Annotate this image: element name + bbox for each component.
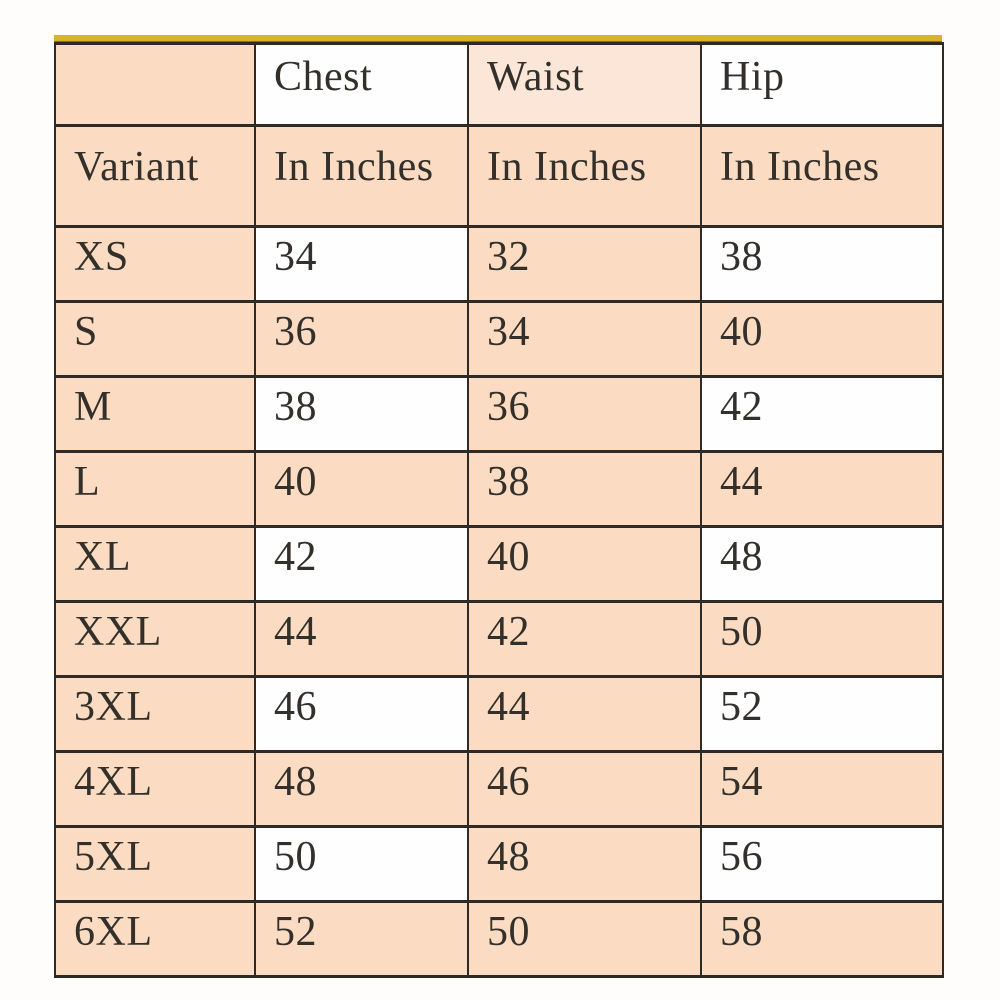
- chest-cell: 52: [254, 900, 469, 978]
- waist-cell: 48: [467, 825, 702, 903]
- table-row-xl: XL 42 40 48: [54, 525, 944, 603]
- size-chart-table: Chest Waist Hip Variant In Inches In Inc…: [54, 42, 944, 978]
- header-cell-blank: [54, 42, 256, 127]
- header-cell-hip-units: In Inches: [700, 124, 944, 228]
- variant-cell: 5XL: [54, 825, 256, 903]
- hip-cell: 52: [700, 675, 944, 753]
- chest-cell: 48: [254, 750, 469, 828]
- header-row-units: Variant In Inches In Inches In Inches: [54, 124, 944, 228]
- hip-cell: 40: [700, 300, 944, 378]
- waist-cell: 32: [467, 225, 702, 303]
- table-row-5xl: 5XL 50 48 56: [54, 825, 944, 903]
- variant-cell: 6XL: [54, 900, 256, 978]
- variant-cell: XL: [54, 525, 256, 603]
- chest-cell: 38: [254, 375, 469, 453]
- hip-cell: 42: [700, 375, 944, 453]
- variant-cell: S: [54, 300, 256, 378]
- table-row-xs: XS 34 32 38: [54, 225, 944, 303]
- header-cell-waist-units: In Inches: [467, 124, 702, 228]
- hip-cell: 44: [700, 450, 944, 528]
- variant-cell: L: [54, 450, 256, 528]
- chest-cell: 42: [254, 525, 469, 603]
- hip-cell: 50: [700, 600, 944, 678]
- variant-cell: 4XL: [54, 750, 256, 828]
- header-cell-hip: Hip: [700, 42, 944, 127]
- waist-cell: 40: [467, 525, 702, 603]
- header-cell-chest: Chest: [254, 42, 469, 127]
- waist-cell: 50: [467, 900, 702, 978]
- waist-cell: 38: [467, 450, 702, 528]
- table-row-xxl: XXL 44 42 50: [54, 600, 944, 678]
- chest-cell: 44: [254, 600, 469, 678]
- header-cell-chest-units: In Inches: [254, 124, 469, 228]
- table-row-4xl: 4XL 48 46 54: [54, 750, 944, 828]
- table-row-3xl: 3XL 46 44 52: [54, 675, 944, 753]
- size-chart-container: Chest Waist Hip Variant In Inches In Inc…: [54, 35, 944, 978]
- chest-cell: 36: [254, 300, 469, 378]
- chest-cell: 40: [254, 450, 469, 528]
- table-row-l: L 40 38 44: [54, 450, 944, 528]
- hip-cell: 48: [700, 525, 944, 603]
- table-row-6xl: 6XL 52 50 58: [54, 900, 944, 978]
- chest-cell: 50: [254, 825, 469, 903]
- waist-cell: 36: [467, 375, 702, 453]
- variant-cell: 3XL: [54, 675, 256, 753]
- header-cell-variant: Variant: [54, 124, 256, 228]
- chest-cell: 34: [254, 225, 469, 303]
- waist-cell: 42: [467, 600, 702, 678]
- waist-cell: 46: [467, 750, 702, 828]
- header-cell-waist: Waist: [467, 42, 702, 127]
- top-accent-bar: [54, 35, 942, 42]
- hip-cell: 56: [700, 825, 944, 903]
- header-row-measurements: Chest Waist Hip: [54, 42, 944, 127]
- chest-cell: 46: [254, 675, 469, 753]
- table-row-m: M 38 36 42: [54, 375, 944, 453]
- variant-cell: XXL: [54, 600, 256, 678]
- waist-cell: 34: [467, 300, 702, 378]
- waist-cell: 44: [467, 675, 702, 753]
- hip-cell: 38: [700, 225, 944, 303]
- hip-cell: 54: [700, 750, 944, 828]
- variant-cell: M: [54, 375, 256, 453]
- table-row-s: S 36 34 40: [54, 300, 944, 378]
- hip-cell: 58: [700, 900, 944, 978]
- variant-cell: XS: [54, 225, 256, 303]
